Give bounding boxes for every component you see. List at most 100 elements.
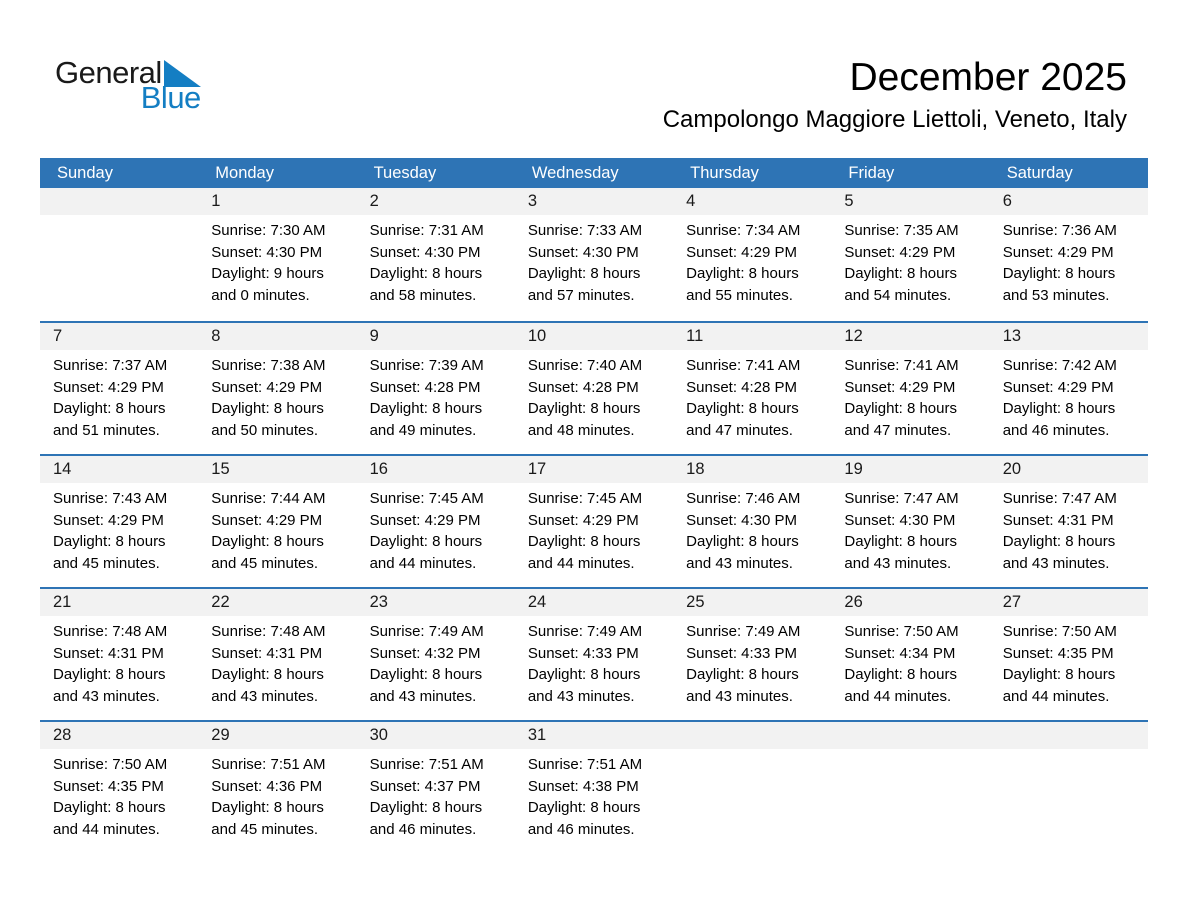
day-details: Sunrise: 7:31 AM Sunset: 4:30 PM Daylight:… — [357, 215, 515, 306]
detail-line: and 43 minutes. — [1002, 554, 1110, 572]
day-number: 13 — [989, 323, 1148, 350]
detail-line: Sunrise: 7:49 AM — [686, 623, 801, 640]
detail-line: and 55 minutes. — [686, 286, 793, 304]
day-cell: 29 Sunrise: 7:51 AM Sunset: 4:36 PM Dayligh… — [198, 722, 357, 853]
detail-line: Daylight: 8 hours — [686, 400, 799, 417]
day-details: Sunrise: 7:50 AM Sunset: 4:35 PM Daylight:… — [990, 616, 1148, 707]
detail-line: Daylight: 8 hours — [53, 666, 166, 683]
detail-line: and 48 minutes. — [527, 421, 635, 439]
day-cell: 16 Sunrise: 7:45 AM Sunset: 4:29 PM Dayligh… — [356, 456, 515, 587]
day-details: Sunrise: 7:46 AM Sunset: 4:30 PM Daylight:… — [673, 483, 831, 574]
detail-line: Daylight: 8 hours — [53, 400, 166, 417]
day-number: 3 — [514, 188, 674, 215]
detail-line: Sunrise: 7:36 AM — [1002, 222, 1117, 239]
detail-line: and 44 minutes. — [369, 554, 477, 572]
day-details: Sunrise: 7:36 AM Sunset: 4:29 PM Daylight:… — [990, 215, 1148, 306]
detail-line: Daylight: 8 hours — [211, 400, 324, 417]
detail-line: Sunrise: 7:43 AM — [53, 490, 168, 507]
day-cell: 15 Sunrise: 7:44 AM Sunset: 4:29 PM Dayligh… — [198, 456, 357, 587]
day-cell: 5 Sunrise: 7:35 AM Sunset: 4:29 PM Daylight… — [831, 188, 990, 321]
day-cell: 9 Sunrise: 7:39 AM Sunset: 4:28 PM Daylight… — [356, 323, 515, 454]
day-number: 2 — [356, 188, 515, 215]
detail-line: Sunrise: 7:45 AM — [369, 490, 484, 507]
day-details: Sunrise: 7:49 AM Sunset: 4:32 PM Daylight:… — [357, 616, 515, 707]
day-cell: 6 Sunrise: 7:36 AM Sunset: 4:29 PM Daylight… — [989, 188, 1148, 321]
detail-line: Daylight: 8 hours — [527, 400, 641, 417]
week-row: 21 Sunrise: 7:48 AM Sunset: 4:31 PM Dayligh… — [40, 587, 1148, 720]
detail-line: Sunrise: 7:49 AM — [527, 623, 643, 640]
day-cell: 14 Sunrise: 7:43 AM Sunset: 4:29 PM Dayligh… — [40, 456, 199, 587]
day-number: 31 — [514, 722, 674, 749]
detail-line: Sunset: 4:36 PM — [211, 777, 323, 795]
empty-day-cell — [673, 722, 832, 853]
detail-line: Sunrise: 7:46 AM — [686, 490, 801, 507]
day-cell: 17 Sunrise: 7:45 AM Sunset: 4:29 PM Dayligh… — [514, 456, 674, 587]
day-details: Sunrise: 7:47 AM Sunset: 4:30 PM Daylight:… — [831, 483, 989, 574]
detail-line: Sunrise: 7:42 AM — [1002, 357, 1117, 374]
day-cell: 20 Sunrise: 7:47 AM Sunset: 4:31 PM Dayligh… — [989, 456, 1148, 587]
day-number: 10 — [514, 323, 674, 350]
day-number: 25 — [673, 589, 832, 616]
day-number: 8 — [198, 323, 357, 350]
day-cell: 2 Sunrise: 7:31 AM Sunset: 4:30 PM Daylight… — [356, 188, 515, 321]
detail-line: and 47 minutes. — [844, 421, 952, 439]
detail-line: and 43 minutes. — [686, 554, 793, 572]
detail-line: Sunrise: 7:40 AM — [527, 357, 643, 374]
detail-line: Daylight: 8 hours — [686, 533, 799, 550]
day-number: 6 — [989, 188, 1148, 215]
week-row: 1 Sunrise: 7:30 AM Sunset: 4:30 PM Daylight… — [40, 188, 1148, 321]
day-details: Sunrise: 7:40 AM Sunset: 4:28 PM Daylight:… — [515, 350, 673, 441]
detail-line: Daylight: 8 hours — [53, 533, 166, 550]
detail-line: and 44 minutes. — [53, 820, 160, 838]
detail-line: Sunrise: 7:51 AM — [211, 756, 326, 773]
day-number: 17 — [514, 456, 674, 483]
detail-line: Sunset: 4:29 PM — [1002, 243, 1114, 261]
day-number: 30 — [356, 722, 515, 749]
day-cell: 4 Sunrise: 7:34 AM Sunset: 4:29 PM Daylight… — [673, 188, 832, 321]
detail-line: Daylight: 8 hours — [369, 533, 483, 550]
week-row: 7 Sunrise: 7:37 AM Sunset: 4:29 PM Daylight… — [40, 321, 1148, 454]
detail-line: and 50 minutes. — [211, 421, 319, 439]
day-cell: 10 Sunrise: 7:40 AM Sunset: 4:28 PM Dayligh… — [514, 323, 674, 454]
detail-line: Sunrise: 7:44 AM — [211, 490, 326, 507]
calendar: Sunday Monday Tuesday Wednesday Thursday… — [40, 158, 1148, 853]
detail-line: Sunset: 4:35 PM — [1002, 644, 1114, 662]
day-number — [989, 722, 1148, 749]
day-number: 20 — [989, 456, 1148, 483]
day-details: Sunrise: 7:35 AM Sunset: 4:29 PM Daylight:… — [831, 215, 989, 306]
detail-line: Sunrise: 7:34 AM — [686, 222, 801, 239]
detail-line: Daylight: 8 hours — [211, 666, 324, 683]
detail-line: Daylight: 8 hours — [1002, 400, 1116, 417]
day-details: Sunrise: 7:39 AM Sunset: 4:28 PM Daylight:… — [357, 350, 515, 441]
detail-line: Sunrise: 7:30 AM — [211, 222, 326, 239]
day-cell: 12 Sunrise: 7:41 AM Sunset: 4:29 PM Dayligh… — [831, 323, 990, 454]
empty-day-cell — [40, 188, 199, 321]
day-number: 4 — [673, 188, 832, 215]
day-details — [990, 749, 1148, 754]
detail-line: Sunset: 4:32 PM — [369, 644, 481, 662]
weekday-label-thursday: Thursday — [690, 163, 759, 182]
detail-line: Sunrise: 7:48 AM — [211, 623, 326, 640]
day-details: Sunrise: 7:33 AM Sunset: 4:30 PM Daylight:… — [515, 215, 673, 306]
detail-line: and 43 minutes. — [211, 687, 319, 705]
day-details: Sunrise: 7:48 AM Sunset: 4:31 PM Daylight:… — [198, 616, 356, 707]
detail-line: Daylight: 8 hours — [527, 666, 641, 683]
day-details: Sunrise: 7:30 AM Sunset: 4:30 PM Daylight:… — [198, 215, 356, 306]
day-number — [831, 722, 990, 749]
detail-line: Sunrise: 7:51 AM — [527, 756, 643, 773]
detail-line: Sunrise: 7:41 AM — [844, 357, 959, 374]
day-cell: 30 Sunrise: 7:51 AM Sunset: 4:37 PM Dayligh… — [356, 722, 515, 853]
day-details — [831, 749, 989, 754]
detail-line: Sunrise: 7:35 AM — [844, 222, 959, 239]
day-number: 9 — [356, 323, 515, 350]
detail-line: Daylight: 8 hours — [369, 666, 483, 683]
week-row: 28 Sunrise: 7:50 AM Sunset: 4:35 PM Dayligh… — [40, 720, 1148, 853]
detail-line: Sunrise: 7:50 AM — [1002, 623, 1117, 640]
detail-line: and 0 minutes. — [211, 286, 310, 304]
detail-line: Sunset: 4:29 PM — [369, 511, 481, 529]
calendar-grid: 1 Sunrise: 7:30 AM Sunset: 4:30 PM Daylight… — [40, 188, 1148, 853]
detail-line: Sunrise: 7:37 AM — [53, 357, 168, 374]
day-details: Sunrise: 7:34 AM Sunset: 4:29 PM Daylight:… — [673, 215, 831, 306]
weekday-label-monday: Monday — [215, 163, 274, 182]
detail-line: Daylight: 8 hours — [1002, 666, 1116, 683]
